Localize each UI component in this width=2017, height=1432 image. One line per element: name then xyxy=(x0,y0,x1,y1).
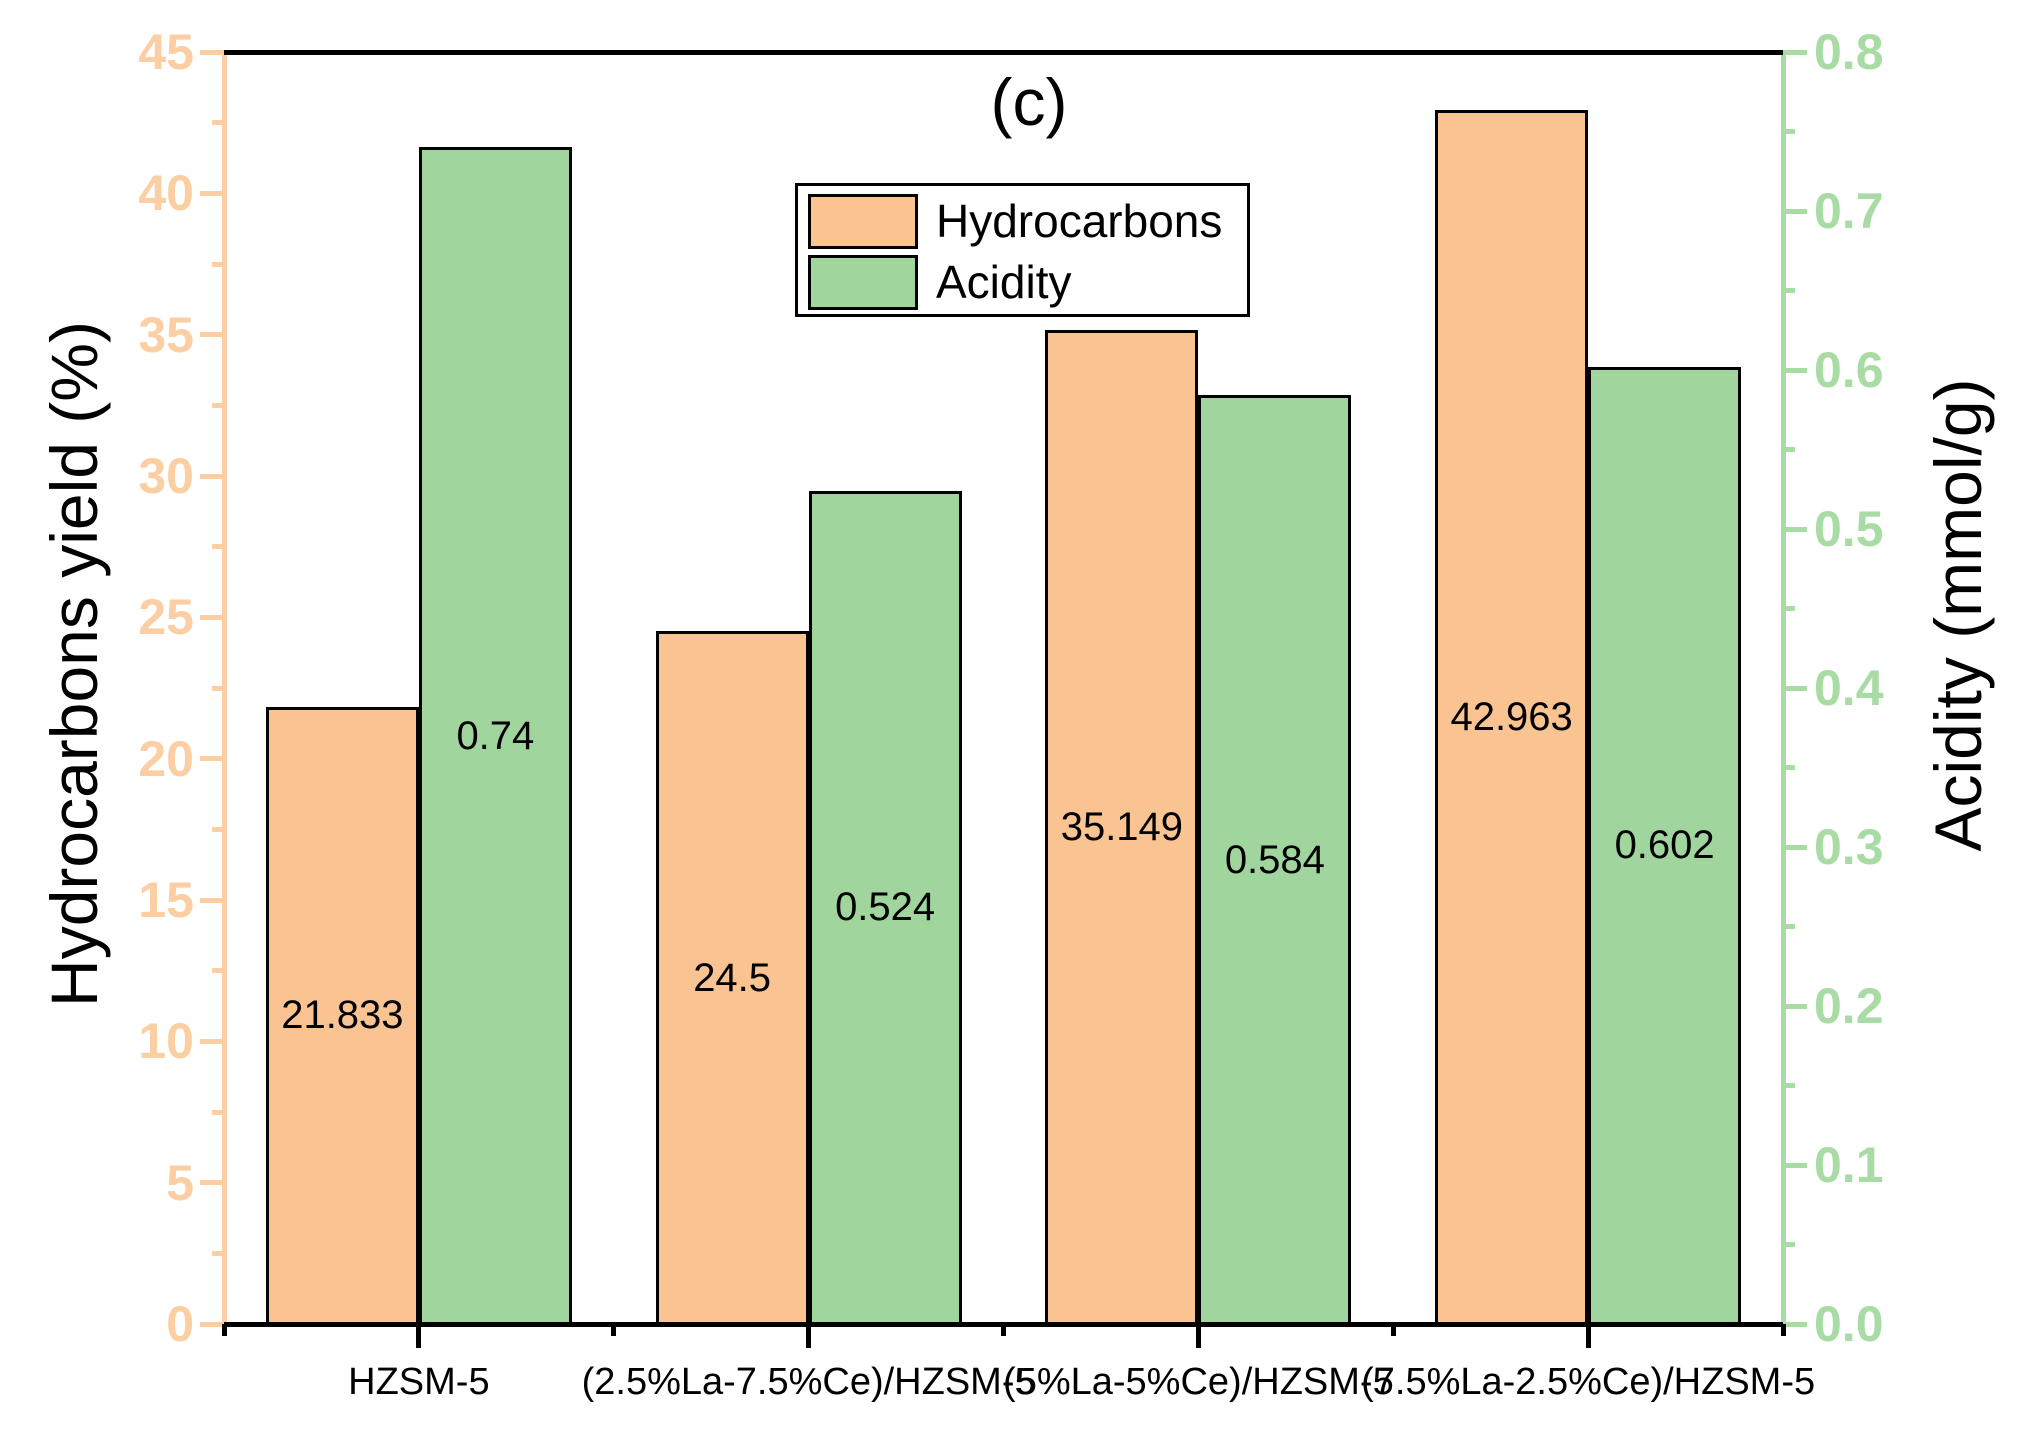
left-axis-major-tick xyxy=(200,756,224,762)
x-axis-minor-tick xyxy=(611,1324,617,1336)
x-axis-minor-tick xyxy=(221,1324,227,1336)
right-axis-major-tick xyxy=(1783,526,1807,532)
right-axis-major-tick xyxy=(1783,208,1807,214)
left-axis-tick-label: 10 xyxy=(138,1013,194,1070)
bar-value-label: 24.5 xyxy=(693,955,772,1000)
left-axis-minor-tick xyxy=(212,402,224,408)
right-axis-major-tick xyxy=(1783,1321,1807,1327)
left-axis-line xyxy=(221,49,227,1327)
legend-label-acidity: Acidity xyxy=(936,256,1072,308)
hydrocarbons-bar xyxy=(1045,330,1199,1326)
right-axis-major-tick xyxy=(1783,1003,1807,1009)
hydrocarbons-bar xyxy=(265,706,419,1326)
right-axis-tick-label: 0.3 xyxy=(1814,819,1884,875)
left-axis-tick-label: 20 xyxy=(138,730,194,787)
left-axis-tick-label: 30 xyxy=(138,448,194,504)
left-axis-major-tick xyxy=(200,614,224,620)
left-axis-major-tick xyxy=(200,1180,224,1186)
bar-value-label: 0.602 xyxy=(1614,823,1715,868)
left-axis-major-tick xyxy=(200,897,224,903)
category-label: (5%La-5%Ce)/HZSM-5 xyxy=(1003,1361,1394,1403)
acidity-bar xyxy=(1588,366,1742,1326)
right-axis-tick-label: 0.2 xyxy=(1814,978,1884,1034)
left-axis-tick-label: 40 xyxy=(138,165,194,222)
legend-swatch-acidity xyxy=(808,255,918,310)
left-axis-minor-tick xyxy=(212,1109,224,1115)
bar-value-label: 21.833 xyxy=(281,993,404,1038)
x-axis-major-tick xyxy=(806,1324,812,1348)
left-axis-tick-label: 15 xyxy=(138,872,194,928)
bar-value-label: 0.584 xyxy=(1224,837,1325,882)
bar-value-label: 42.963 xyxy=(1450,694,1573,739)
bar-value-label: 0.524 xyxy=(835,885,936,930)
acidity-bar xyxy=(1198,395,1352,1326)
right-axis-tick-label: 0.6 xyxy=(1814,342,1884,398)
left-axis-major-tick xyxy=(200,332,224,338)
left-axis-major-tick xyxy=(200,1038,224,1044)
category-label: HZSM-5 xyxy=(348,1361,490,1403)
right-axis-tick-label: 0.4 xyxy=(1814,660,1884,716)
x-axis-minor-tick xyxy=(1001,1324,1006,1336)
right-axis-minor-tick xyxy=(1783,606,1795,611)
right-axis-major-tick xyxy=(1783,367,1807,373)
hydrocarbons-bar xyxy=(1435,109,1589,1326)
legend: Hydrocarbons Acidity xyxy=(795,183,1250,317)
right-axis-minor-tick xyxy=(1783,129,1795,134)
acidity-bar xyxy=(808,490,962,1326)
legend-swatch-hydrocarbons xyxy=(808,194,918,249)
acidity-bar xyxy=(418,147,572,1326)
right-axis-major-tick xyxy=(1783,844,1807,850)
right-axis-major-tick xyxy=(1783,685,1807,691)
x-axis-minor-tick xyxy=(1390,1324,1396,1336)
right-axis-minor-tick xyxy=(1783,1242,1795,1247)
left-axis-major-tick xyxy=(200,473,224,479)
left-axis-minor-tick xyxy=(212,1250,224,1256)
left-axis-minor-tick xyxy=(212,826,224,832)
right-axis-tick-label: 0.7 xyxy=(1814,183,1884,239)
left-axis-tick-label: 0 xyxy=(166,1296,194,1352)
left-axis-minor-tick xyxy=(212,685,224,691)
left-axis-minor-tick xyxy=(212,120,224,126)
left-axis-minor-tick xyxy=(212,261,224,267)
right-axis-major-tick xyxy=(1783,49,1807,55)
x-axis-major-tick xyxy=(1195,1324,1201,1348)
x-axis-major-tick xyxy=(416,1324,422,1348)
category-label: (2.5%La-7.5%Ce)/HZSM-5 xyxy=(581,1361,1036,1403)
left-axis-major-tick xyxy=(200,1321,224,1327)
left-axis-minor-tick xyxy=(212,544,224,550)
right-axis-minor-tick xyxy=(1783,1083,1795,1088)
top-frame-line xyxy=(221,49,1786,55)
bar-value-label: 0.74 xyxy=(456,713,535,758)
left-axis-tick-label: 35 xyxy=(138,306,194,363)
x-axis-major-tick xyxy=(1585,1324,1591,1348)
category-label: (7.5%La-2.5%Ce)/HZSM-5 xyxy=(1361,1361,1816,1403)
right-axis-minor-tick xyxy=(1783,924,1795,929)
right-axis-minor-tick xyxy=(1783,288,1795,293)
left-axis-tick-label: 25 xyxy=(138,589,194,646)
right-axis-minor-tick xyxy=(1783,447,1795,452)
bar-value-label: 35.149 xyxy=(1060,805,1184,850)
left-axis-major-tick xyxy=(200,190,224,196)
left-axis-minor-tick xyxy=(212,968,224,974)
left-axis-tick-label: 5 xyxy=(166,1154,194,1211)
left-axis-tick-label: 45 xyxy=(138,24,194,80)
x-axis-minor-tick xyxy=(1780,1324,1786,1336)
right-axis-tick-label: 0.0 xyxy=(1814,1296,1884,1352)
right-axis-major-tick xyxy=(1783,1162,1807,1168)
right-axis-tick-label: 0.5 xyxy=(1814,501,1884,557)
left-axis-major-tick xyxy=(200,49,224,55)
legend-label-hydrocarbons: Hydrocarbons xyxy=(936,195,1223,247)
right-axis-minor-tick xyxy=(1783,765,1795,770)
right-axis-tick-label: 0.8 xyxy=(1814,24,1884,80)
chart-title: (c) xyxy=(990,65,1068,139)
right-axis-tick-label: 0.1 xyxy=(1814,1137,1884,1193)
